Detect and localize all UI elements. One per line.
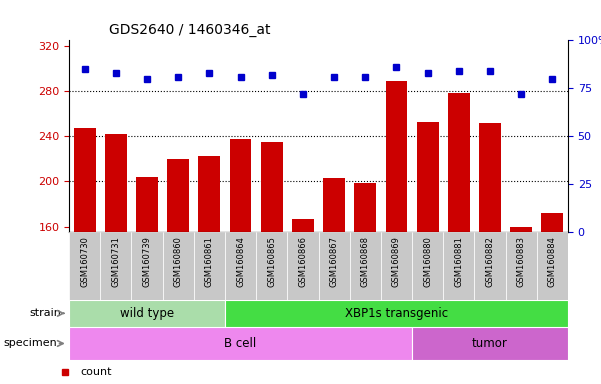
Bar xyxy=(505,232,537,300)
Text: GSM160731: GSM160731 xyxy=(111,236,120,286)
Bar xyxy=(74,128,96,232)
Text: GSM160867: GSM160867 xyxy=(329,236,338,287)
Text: GSM160881: GSM160881 xyxy=(454,236,463,286)
Text: GSM160882: GSM160882 xyxy=(486,236,495,286)
Bar xyxy=(412,327,568,360)
Text: GSM160883: GSM160883 xyxy=(517,236,526,287)
Bar xyxy=(198,156,221,232)
Bar xyxy=(256,232,287,300)
Text: GSM160739: GSM160739 xyxy=(142,236,151,286)
Text: GSM160868: GSM160868 xyxy=(361,236,370,287)
Bar xyxy=(225,300,568,327)
Text: GSM160869: GSM160869 xyxy=(392,236,401,286)
Text: GSM160866: GSM160866 xyxy=(299,236,308,287)
Text: GSM160861: GSM160861 xyxy=(205,236,214,286)
Bar xyxy=(542,213,563,232)
Bar xyxy=(386,81,407,232)
Bar xyxy=(474,232,505,300)
Bar xyxy=(416,122,439,232)
Bar xyxy=(136,177,158,232)
Bar xyxy=(350,232,381,300)
Text: GSM160880: GSM160880 xyxy=(423,236,432,286)
Text: wild type: wild type xyxy=(120,307,174,320)
Bar xyxy=(230,139,251,232)
Bar xyxy=(105,134,127,232)
Bar xyxy=(412,232,443,300)
Bar xyxy=(479,123,501,232)
Text: GSM160864: GSM160864 xyxy=(236,236,245,286)
Text: count: count xyxy=(81,367,112,377)
Bar xyxy=(448,93,470,232)
Text: GDS2640 / 1460346_at: GDS2640 / 1460346_at xyxy=(109,23,270,36)
Bar xyxy=(167,159,189,232)
Bar xyxy=(261,142,282,232)
Bar xyxy=(69,232,100,300)
Bar xyxy=(537,232,568,300)
Text: GSM160860: GSM160860 xyxy=(174,236,183,286)
Text: GSM160884: GSM160884 xyxy=(548,236,557,286)
Bar xyxy=(323,178,345,232)
Bar xyxy=(163,232,194,300)
Bar xyxy=(287,232,319,300)
Text: specimen: specimen xyxy=(3,338,56,349)
Text: strain: strain xyxy=(29,308,61,318)
Text: B cell: B cell xyxy=(224,337,257,350)
Bar xyxy=(443,232,474,300)
Bar xyxy=(355,183,376,232)
Bar xyxy=(69,327,412,360)
Text: XBP1s transgenic: XBP1s transgenic xyxy=(345,307,448,320)
Text: GSM160730: GSM160730 xyxy=(80,236,89,286)
Bar xyxy=(100,232,132,300)
Bar xyxy=(194,232,225,300)
Bar xyxy=(319,232,350,300)
Bar xyxy=(381,232,412,300)
Text: GSM160865: GSM160865 xyxy=(267,236,276,286)
Bar xyxy=(510,227,532,232)
Bar xyxy=(225,232,256,300)
Bar xyxy=(69,300,225,327)
Text: tumor: tumor xyxy=(472,337,508,350)
Bar xyxy=(292,219,314,232)
Bar xyxy=(132,232,163,300)
